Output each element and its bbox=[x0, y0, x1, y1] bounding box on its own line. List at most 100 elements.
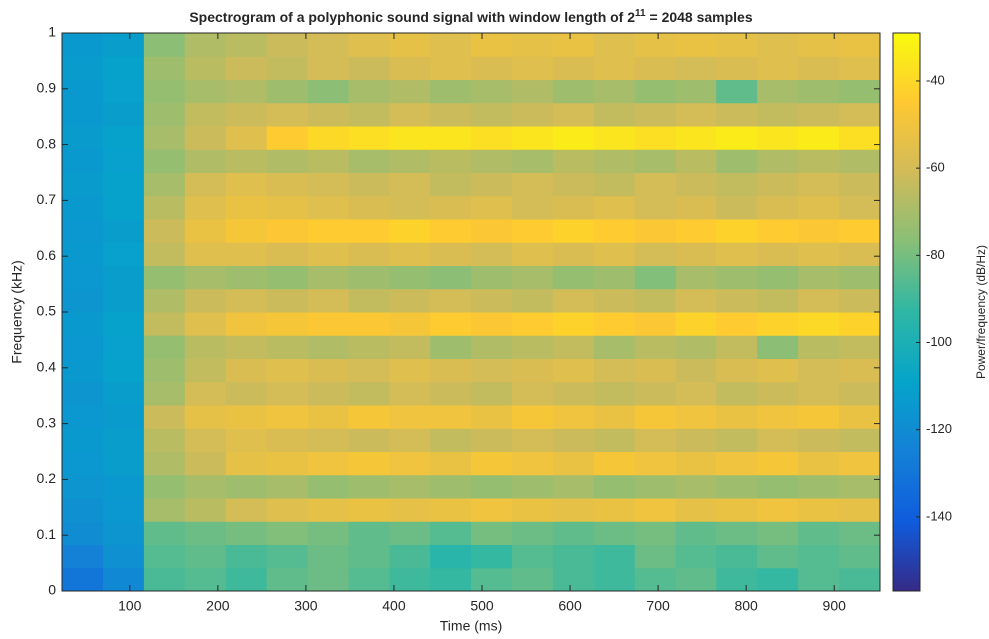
heatmap-cell bbox=[266, 544, 309, 569]
heatmap-cell bbox=[593, 102, 636, 127]
heatmap-cell bbox=[839, 358, 881, 383]
heatmap-cell bbox=[348, 102, 391, 127]
heatmap-cell bbox=[62, 172, 104, 197]
heatmap-cell bbox=[471, 404, 513, 429]
heatmap-cell bbox=[511, 451, 554, 476]
y-axis-label: Frequency (kHz) bbox=[9, 260, 25, 363]
heatmap-cell bbox=[430, 428, 472, 452]
heatmap-cell bbox=[184, 125, 227, 150]
heatmap-cell bbox=[225, 358, 268, 383]
heatmap-cell bbox=[184, 428, 227, 452]
heatmap-cell bbox=[716, 79, 758, 104]
heatmap-cell bbox=[430, 149, 472, 173]
heatmap-cell bbox=[511, 125, 554, 150]
heatmap-cell bbox=[593, 474, 636, 499]
heatmap-cell bbox=[798, 474, 840, 499]
heatmap-cell bbox=[839, 428, 881, 452]
heatmap-cell bbox=[184, 335, 227, 360]
heatmap-cell bbox=[716, 521, 758, 545]
heatmap-cell bbox=[716, 381, 758, 406]
heatmap-cell bbox=[634, 149, 677, 173]
heatmap-cell bbox=[307, 451, 350, 476]
heatmap-cell bbox=[757, 219, 799, 243]
heatmap-cell bbox=[798, 102, 840, 127]
heatmap-cell bbox=[143, 404, 186, 429]
heatmap-cell bbox=[716, 33, 758, 57]
heatmap-cell bbox=[184, 381, 227, 406]
heatmap-cell bbox=[307, 312, 350, 336]
heatmap-cell bbox=[389, 172, 431, 197]
heatmap-cell bbox=[430, 219, 472, 243]
heatmap-cell bbox=[225, 219, 268, 243]
heatmap-cell bbox=[389, 195, 431, 220]
heatmap-cell bbox=[62, 79, 104, 104]
heatmap-cell bbox=[348, 265, 391, 290]
heatmap-cell bbox=[307, 33, 350, 57]
heatmap-cell bbox=[757, 474, 799, 499]
heatmap-cell bbox=[430, 242, 472, 266]
heatmap-cell bbox=[798, 404, 840, 429]
heatmap-cell bbox=[389, 33, 431, 57]
heatmap-cell bbox=[389, 102, 431, 127]
heatmap-cell bbox=[511, 381, 554, 406]
heatmap-cell bbox=[716, 312, 758, 336]
heatmap-cell bbox=[839, 544, 881, 569]
heatmap-cell bbox=[348, 474, 391, 499]
x-axis-label: Time (ms) bbox=[440, 618, 502, 634]
heatmap-cell bbox=[62, 219, 104, 243]
heatmap-cell bbox=[798, 335, 840, 360]
heatmap-cell bbox=[102, 149, 145, 173]
heatmap-cell bbox=[675, 381, 717, 406]
heatmap-cell bbox=[184, 172, 227, 197]
heatmap-cell bbox=[143, 56, 186, 81]
heatmap-cell bbox=[716, 125, 758, 150]
heatmap-cell bbox=[675, 358, 717, 383]
heatmap-cell bbox=[143, 102, 186, 127]
heatmap-cell bbox=[675, 428, 717, 452]
heatmap-cell bbox=[184, 498, 227, 522]
colorbar-tick-label: -60 bbox=[926, 160, 945, 175]
heatmap-cell bbox=[511, 521, 554, 545]
heatmap-cell bbox=[307, 149, 350, 173]
heatmap-cell bbox=[184, 102, 227, 127]
heatmap-cell bbox=[634, 451, 677, 476]
heatmap-cell bbox=[675, 474, 717, 499]
heatmap-cell bbox=[552, 544, 595, 569]
colorbar-tick-label: -80 bbox=[926, 247, 945, 262]
heatmap-cell bbox=[471, 567, 513, 592]
heatmap-cell bbox=[757, 172, 799, 197]
heatmap-cell bbox=[716, 404, 758, 429]
heatmap-cell bbox=[266, 102, 309, 127]
heatmap-cell bbox=[307, 79, 350, 104]
y-tick-label: 0.1 bbox=[37, 526, 57, 542]
heatmap-cell bbox=[430, 474, 472, 499]
heatmap-cell bbox=[225, 428, 268, 452]
heatmap-cell bbox=[471, 219, 513, 243]
heatmap-cell bbox=[225, 404, 268, 429]
heatmap-cell bbox=[430, 544, 472, 569]
heatmap-cell bbox=[757, 33, 799, 57]
y-tick-label: 0.3 bbox=[37, 414, 57, 430]
heatmap-cell bbox=[102, 474, 145, 499]
heatmap-cell bbox=[471, 79, 513, 104]
heatmap-cell bbox=[348, 381, 391, 406]
heatmap-cell bbox=[593, 219, 636, 243]
heatmap-cell bbox=[389, 312, 431, 336]
heatmap-cell bbox=[511, 219, 554, 243]
heatmap-cell bbox=[389, 358, 431, 383]
heatmap-cell bbox=[675, 404, 717, 429]
heatmap-cell bbox=[143, 521, 186, 545]
heatmap-cell bbox=[675, 544, 717, 569]
heatmap-cell bbox=[348, 242, 391, 266]
heatmap-cell bbox=[430, 404, 472, 429]
heatmap-cell bbox=[389, 521, 431, 545]
heatmap-cell bbox=[143, 544, 186, 569]
heatmap-cell bbox=[62, 33, 104, 57]
heatmap-cell bbox=[225, 172, 268, 197]
heatmap-cell bbox=[184, 56, 227, 81]
heatmap-cell bbox=[511, 33, 554, 57]
heatmap-cell bbox=[184, 567, 227, 592]
heatmap-cell bbox=[471, 428, 513, 452]
heatmap-cell bbox=[102, 195, 145, 220]
heatmap-cell bbox=[471, 358, 513, 383]
